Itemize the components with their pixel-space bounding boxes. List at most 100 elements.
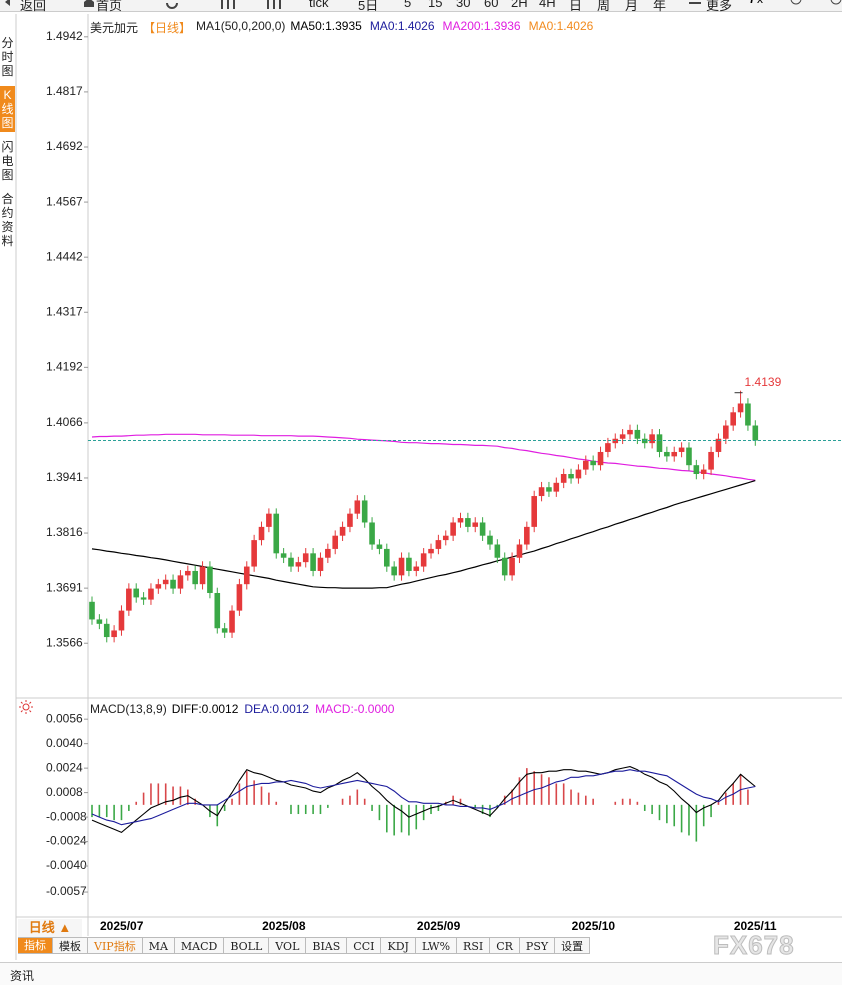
footer-tab[interactable]: 资讯 (10, 969, 35, 983)
indicator-tab[interactable]: 指标 (18, 937, 53, 954)
legend-entry: DEA:0.0012 (244, 702, 310, 716)
candle-body (376, 544, 383, 549)
candle-body (752, 425, 759, 441)
macd-icon (19, 700, 33, 714)
indicator-tab[interactable]: 模板 (53, 937, 88, 954)
indicator-tab[interactable]: CR (490, 937, 520, 954)
candle-body (325, 548, 331, 558)
indicator-tab[interactable]: MA (142, 937, 175, 954)
candle-body (428, 548, 434, 554)
indicator-tab[interactable]: KDJ (381, 937, 416, 954)
indicator-tab[interactable]: CCI (347, 937, 382, 954)
y-tick-label: 0.0008 (46, 785, 83, 799)
candle-body (302, 553, 309, 563)
candle-body (582, 460, 589, 470)
toolbar-button[interactable]: 4H (539, 0, 556, 10)
candle-body (708, 451, 714, 470)
indicator-tab[interactable]: MACD (174, 937, 225, 954)
toolbar-button[interactable]: 首页 (96, 0, 123, 13)
candle-body (96, 619, 103, 624)
candle-body (465, 518, 471, 527)
candle-body (126, 588, 132, 611)
candle-body (627, 429, 633, 435)
sidebar-tab[interactable]: 合约资料 (1, 192, 14, 248)
candle-body (590, 460, 596, 466)
candle-body (310, 553, 316, 571)
candle-body (273, 513, 280, 554)
candle-body (745, 403, 751, 426)
candle-body (656, 434, 663, 452)
toolbar-button[interactable]: 年 (653, 0, 667, 13)
candle-body (619, 434, 626, 439)
candle-body (354, 500, 361, 514)
legend-entry: MA200:1.3936 (442, 19, 521, 33)
legend-entry: DIFF:0.0012 (171, 702, 239, 716)
candle-body (185, 570, 191, 576)
candle-body (715, 438, 722, 452)
y-tick-label: 1.4942 (46, 29, 83, 43)
candle-body (509, 557, 515, 576)
high-label: 1.4139 (745, 375, 782, 389)
toolbar-button[interactable]: tick (309, 0, 329, 10)
indicator-tab[interactable]: RSI (457, 937, 491, 954)
indicator-tab[interactable]: VOL (269, 937, 307, 954)
indicator-tab[interactable]: 设置 (555, 937, 591, 954)
toolbar-button[interactable]: 更多 (706, 0, 733, 13)
macd-line (91, 766, 756, 834)
candle-body (442, 535, 449, 541)
y-tick-label: 1.4192 (46, 360, 83, 374)
candle-body (192, 570, 198, 585)
sidebar-tab[interactable]: K线图 (0, 86, 15, 132)
candle-body (214, 592, 221, 629)
candle-body (221, 628, 228, 633)
candle-body (369, 522, 375, 545)
candle-body (170, 579, 176, 589)
candle-body (723, 425, 729, 439)
legend: DIFF:0.0012 DEA:0.0012 MACD:-0.0000 (172, 702, 395, 716)
candle-body (133, 588, 140, 598)
toolbar-button[interactable]: 2H (511, 0, 528, 10)
candle-body (575, 469, 582, 479)
x-tick-label: 2025/10 (572, 919, 616, 933)
candle-body (450, 522, 456, 536)
toolbar-button[interactable]: 15 (428, 0, 443, 10)
price-header: 美元加元 【日线】 MA1(50,0,200,0) MA50:1.3935 MA0… (90, 19, 593, 36)
chart-title: 美元加元 (90, 21, 139, 35)
sidebar-tab[interactable]: 分时图 (1, 36, 14, 78)
toolbar-icons: fx (5, 0, 842, 9)
candle-body (398, 557, 405, 576)
toolbar-button[interactable]: 5日 (358, 0, 379, 13)
indicator-tab[interactable]: PSY (519, 937, 556, 954)
toolbar-button[interactable]: 60 (484, 0, 499, 10)
y-tick-label: 1.4317 (46, 304, 83, 318)
toolbar-button[interactable]: 日 (569, 0, 583, 13)
candle-body (487, 535, 493, 545)
y-tick-label: -0.0024 (46, 834, 87, 848)
toolbar-button[interactable]: 5 (404, 0, 412, 10)
toolbar-button[interactable]: 返回 (20, 0, 47, 13)
candle-body (700, 469, 707, 474)
macd-header: MACD(13,8,9) DIFF:0.0012 DEA:0.0012 MACD:-… (90, 702, 394, 716)
candle-body (111, 630, 117, 638)
candle-body (118, 610, 125, 631)
toolbar-button[interactable]: 周 (597, 0, 611, 13)
x-tick-label: 2025/08 (262, 919, 306, 933)
candle-body (420, 553, 427, 567)
indicator-tab[interactable]: BOLL (224, 937, 270, 954)
candle-body (597, 451, 604, 466)
candle-body (89, 601, 95, 620)
candle-body (229, 610, 235, 633)
toolbar-button[interactable]: 月 (625, 0, 639, 13)
y-tick-label: -0.0008 (46, 809, 87, 823)
indicator-tab[interactable]: BIAS (306, 937, 348, 954)
sidebar-tab[interactable]: 闪电图 (1, 140, 14, 182)
indicator-tab[interactable]: VIP指标 (88, 937, 143, 954)
candle-body (332, 535, 339, 549)
toolbar-button[interactable]: 30 (456, 0, 471, 10)
candle-body (546, 487, 552, 492)
candle-body (361, 500, 368, 523)
period-button[interactable]: 日线 ▲ (18, 919, 82, 937)
candle-body (538, 487, 545, 497)
indicator-tab[interactable]: LW% (415, 937, 458, 954)
